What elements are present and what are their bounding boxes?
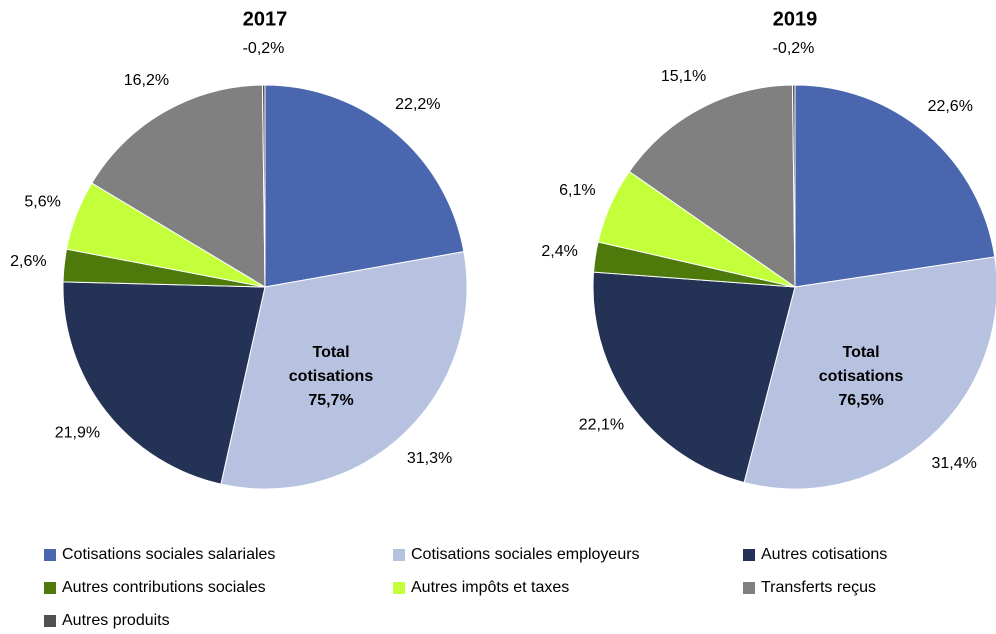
legend-swatch	[44, 582, 56, 594]
pie-slice	[62, 281, 266, 485]
data-label: 6,1%	[559, 182, 595, 199]
pie-slice	[592, 271, 796, 484]
data-label: -0,2%	[773, 40, 815, 57]
annotation: cotisations	[819, 368, 904, 385]
chart-title: 2019	[773, 8, 818, 30]
legend-swatch	[393, 549, 405, 561]
legend-swatch	[44, 549, 56, 561]
pie-slice	[91, 84, 266, 288]
data-label: 22,6%	[928, 98, 973, 115]
legend-label: Autres impôts et taxes	[411, 579, 569, 596]
annotation: Total	[312, 344, 349, 361]
annotation: 75,7%	[308, 392, 353, 409]
data-label: 2,4%	[541, 243, 577, 260]
legend-swatch	[44, 615, 56, 627]
data-label: -0,2%	[243, 40, 285, 57]
annotation: 76,5%	[838, 392, 883, 409]
data-label: 5,6%	[24, 193, 60, 210]
data-label: 2,6%	[10, 253, 46, 270]
data-label: 31,3%	[407, 450, 452, 467]
legend-label: Cotisations sociales salariales	[62, 546, 275, 563]
data-label: 22,1%	[579, 417, 624, 434]
legend-label: Autres contributions sociales	[62, 579, 266, 596]
legend-label: Cotisations sociales employeurs	[411, 546, 640, 563]
pie-slice	[794, 84, 996, 288]
data-label: 21,9%	[55, 425, 100, 442]
legend-swatch	[743, 549, 755, 561]
legend-swatch	[393, 582, 405, 594]
legend-swatch	[743, 582, 755, 594]
legend-label: Autres produits	[62, 612, 170, 629]
pie-slice	[220, 251, 468, 490]
annotation: Total	[842, 344, 879, 361]
pie-slice	[628, 84, 796, 288]
data-label: 22,2%	[395, 96, 440, 113]
pie-slice	[264, 84, 465, 288]
legend-label: Autres cotisations	[761, 546, 887, 563]
data-label: 31,4%	[932, 455, 977, 472]
data-label: 15,1%	[661, 68, 706, 85]
pie-slice	[791, 84, 796, 288]
legend-label: Transferts reçus	[761, 579, 876, 596]
chart-title: 2017	[243, 8, 288, 30]
pie-slice	[261, 84, 266, 288]
data-label: 16,2%	[124, 72, 169, 89]
annotation: cotisations	[289, 368, 374, 385]
